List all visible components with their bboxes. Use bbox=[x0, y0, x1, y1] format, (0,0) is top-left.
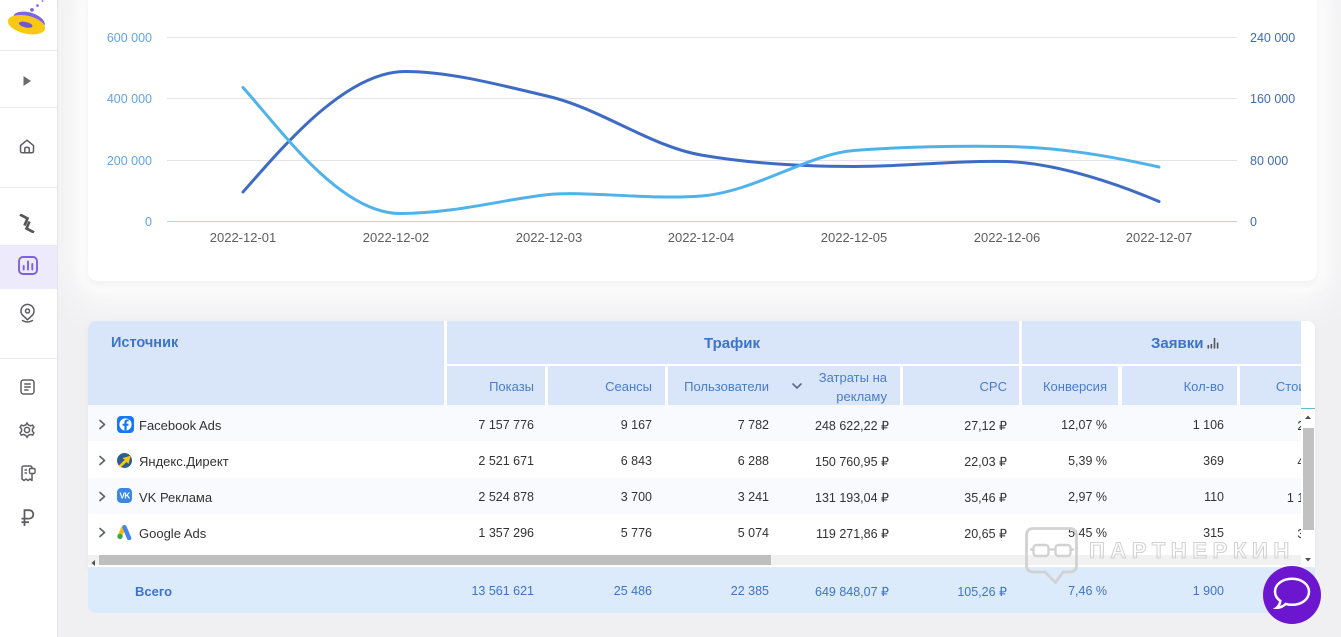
svg-text:VK: VK bbox=[120, 492, 131, 501]
